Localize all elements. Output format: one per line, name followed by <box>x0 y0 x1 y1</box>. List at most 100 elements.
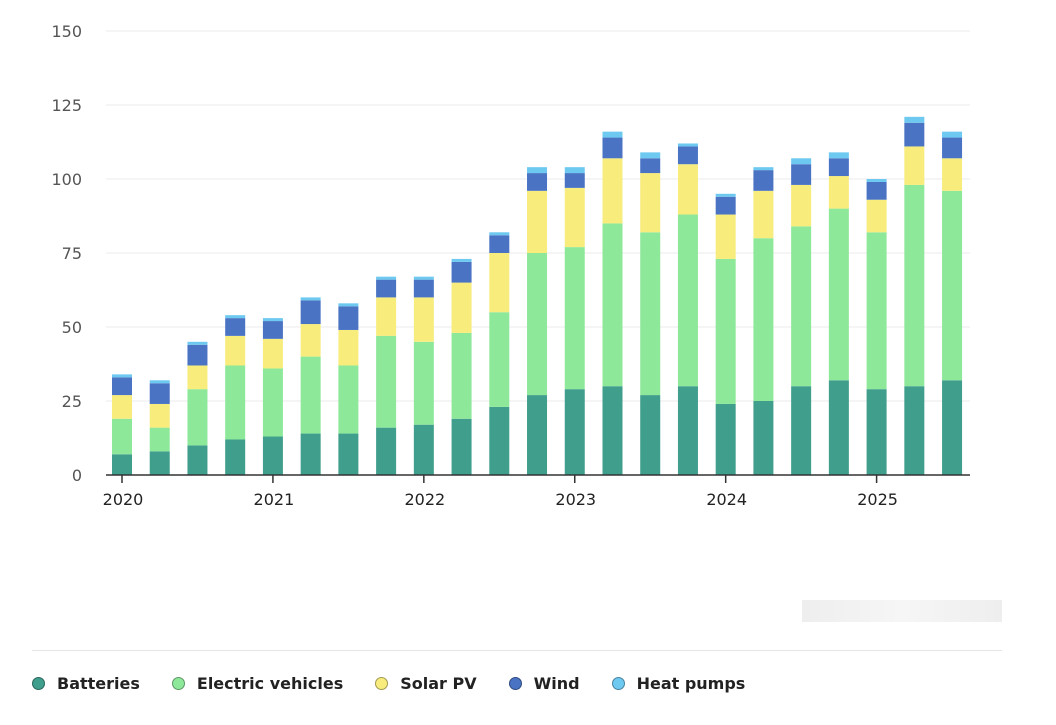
bar-segment-electric-vehicles <box>866 232 887 390</box>
bar-segment-solar-pv <box>602 158 623 224</box>
legend-swatch-icon <box>171 677 185 690</box>
bar-stack <box>791 158 812 475</box>
bar-segment-batteries <box>149 451 170 475</box>
bar-segment-solar-pv <box>753 190 774 239</box>
bar-segment-solar-pv <box>489 253 510 313</box>
legend-swatch-icon <box>611 677 625 690</box>
blurred-watermark <box>802 600 1002 622</box>
bar-stack <box>187 341 208 475</box>
bar-segment-heat-pumps <box>489 232 510 236</box>
bar-segment-heat-pumps <box>376 276 397 280</box>
bar-segment-batteries <box>376 427 397 475</box>
bar-segment-electric-vehicles <box>564 247 585 390</box>
x-tick-label: 2021 <box>254 490 295 509</box>
bar-segment-electric-vehicles <box>640 232 661 396</box>
bar-segment-wind <box>677 146 698 165</box>
bar-segment-solar-pv <box>942 158 963 191</box>
bar-segment-wind <box>413 279 434 298</box>
bar-segment-solar-pv <box>640 173 661 233</box>
bar-segment-wind <box>715 196 736 215</box>
legend: Batteries Electric vehicles Solar PV Wind He… <box>32 674 777 693</box>
bar-segment-heat-pumps <box>451 258 472 262</box>
y-axis-ticks: 0 25 50 75 100 125 150 <box>51 22 82 485</box>
bar-segment-wind <box>187 344 208 366</box>
legend-swatch-icon <box>32 677 45 690</box>
y-tick-label: 100 <box>51 170 82 189</box>
bar-segment-batteries <box>866 389 887 475</box>
bar-stack <box>677 143 698 475</box>
bar-segment-electric-vehicles <box>338 365 359 434</box>
bar-segment-batteries <box>451 418 472 475</box>
bar-segment-solar-pv <box>338 329 359 366</box>
bar-segment-heat-pumps <box>413 276 434 280</box>
bar-segment-solar-pv <box>225 335 246 366</box>
bar-stack <box>715 193 736 475</box>
bar-segment-solar-pv <box>527 190 548 253</box>
legend-item-solar-pv[interactable]: Solar PV <box>375 674 477 693</box>
bar-stack <box>451 258 472 475</box>
bar-segment-electric-vehicles <box>225 365 246 440</box>
y-tick-label: 75 <box>62 244 82 263</box>
bar-segment-electric-vehicles <box>262 368 283 437</box>
bar-segment-wind <box>942 137 963 159</box>
bar-segment-wind <box>489 235 510 253</box>
bar-segment-solar-pv <box>262 338 283 369</box>
bar-segment-solar-pv <box>112 395 132 419</box>
bar-segment-electric-vehicles <box>828 208 849 381</box>
bar-segment-batteries <box>753 401 774 475</box>
legend-item-electric-vehicles[interactable]: Electric vehicles <box>171 674 344 693</box>
bar-segment-batteries <box>715 403 736 475</box>
legend-label: Electric vehicles <box>196 674 344 693</box>
y-tick-label: 50 <box>62 318 82 337</box>
bar-segment-wind <box>640 158 661 174</box>
bar-segment-wind <box>866 181 887 200</box>
legend-item-wind[interactable]: Wind <box>508 674 580 693</box>
bar-segment-heat-pumps <box>677 143 698 147</box>
legend-item-heat-pumps[interactable]: Heat pumps <box>611 674 745 693</box>
x-tick-label: 2025 <box>857 490 898 509</box>
x-tick-label: 2022 <box>404 490 445 509</box>
bar-segment-solar-pv <box>828 176 849 209</box>
bar-segment-batteries <box>942 380 963 475</box>
bar-segment-heat-pumps <box>904 116 925 123</box>
x-tick-label: 2020 <box>103 490 144 509</box>
bar-segment-heat-pumps <box>300 297 321 301</box>
bar-stack <box>225 315 246 475</box>
bar-stack <box>112 374 132 475</box>
bar-stack <box>489 232 510 475</box>
bar-stack <box>904 116 925 475</box>
bar-stack <box>527 167 548 475</box>
bar-segment-wind <box>904 122 925 147</box>
bars <box>112 116 963 475</box>
bar-segment-wind <box>527 173 548 191</box>
legend-item-batteries[interactable]: Batteries <box>32 674 140 693</box>
bar-segment-batteries <box>602 386 623 475</box>
bar-segment-electric-vehicles <box>149 427 170 452</box>
bar-segment-wind <box>753 170 774 191</box>
bar-stack <box>149 380 170 475</box>
bar-stack <box>828 152 849 475</box>
bar-stack <box>866 179 887 475</box>
y-tick-label: 0 <box>72 466 82 485</box>
bar-segment-heat-pumps <box>640 152 661 159</box>
bar-segment-wind <box>451 261 472 283</box>
bar-segment-solar-pv <box>715 214 736 259</box>
bar-stack <box>602 131 623 475</box>
legend-swatch-icon <box>508 677 522 690</box>
bar-segment-solar-pv <box>376 297 397 336</box>
bar-segment-heat-pumps <box>602 131 623 138</box>
bar-segment-heat-pumps <box>753 167 774 171</box>
bar-segment-electric-vehicles <box>413 341 434 425</box>
bar-segment-heat-pumps <box>112 374 132 378</box>
legend-label: Batteries <box>57 674 140 693</box>
legend-divider <box>32 650 1002 651</box>
bar-segment-batteries <box>413 424 434 475</box>
bar-segment-batteries <box>225 439 246 475</box>
bar-stack <box>413 276 434 475</box>
bar-segment-wind <box>262 321 283 339</box>
bar-segment-solar-pv <box>904 146 925 185</box>
bar-segment-solar-pv <box>187 365 208 390</box>
bar-segment-electric-vehicles <box>753 238 774 401</box>
bar-segment-wind <box>225 318 246 336</box>
bar-segment-wind <box>376 279 397 298</box>
